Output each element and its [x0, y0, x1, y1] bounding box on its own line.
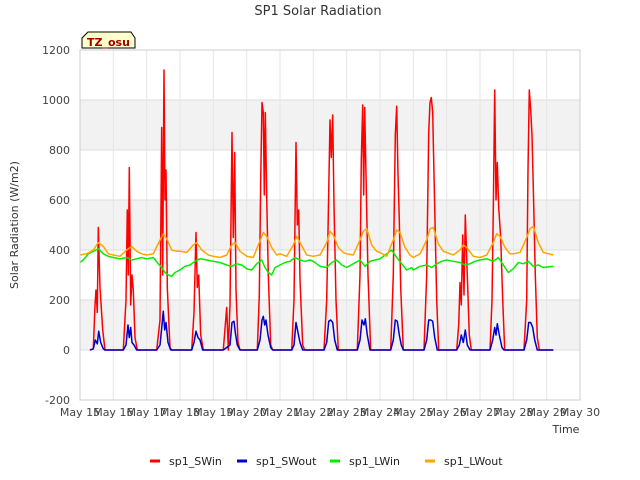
x-tick-label: May 28 [493, 406, 533, 419]
x-tick-label: May 29 [527, 406, 567, 419]
series-line-sp1_LWout [79, 225, 554, 259]
x-axis-label: Time [552, 423, 580, 436]
legend-label-sp1_SWout: sp1_SWout [256, 455, 317, 468]
x-tick-label: May 19 [193, 406, 233, 419]
chart-title: SP1 Solar Radiation [254, 4, 381, 19]
series-line-sp1_LWin [79, 248, 554, 278]
x-tick-label: May 22 [293, 406, 333, 419]
site-tag-label: TZ_osu [87, 36, 130, 49]
x-tick-label: May 16 [93, 406, 133, 419]
legend: sp1_SWin sp1_SWout sp1_LWin sp1_LWout [150, 455, 503, 468]
y-tick-label: 600 [49, 194, 70, 207]
x-tick-label: May 26 [427, 406, 467, 419]
plot-frame [79, 49, 581, 401]
series-line-sp1_SWout [89, 310, 554, 351]
x-tick-label: May 23 [327, 406, 367, 419]
y-tick-label: 0 [63, 344, 70, 357]
y-tick-label: 1200 [42, 44, 70, 57]
x-tick-label: May 18 [160, 406, 200, 419]
x-tick-label: May 25 [393, 406, 433, 419]
y-tick-label: 1000 [42, 94, 70, 107]
site-tag-box [81, 31, 136, 49]
site-tag: TZ_osu [81, 31, 136, 49]
y-tick-label: 800 [49, 144, 70, 157]
legend-label-sp1_SWin: sp1_SWin [169, 455, 222, 468]
x-tick-label: May 17 [127, 406, 167, 419]
y-tick-label: 200 [49, 294, 70, 307]
x-tick-label: May 20 [227, 406, 267, 419]
legend-label-sp1_LWout: sp1_LWout [444, 455, 503, 468]
series-lines [79, 69, 554, 351]
x-tick-label: May 21 [260, 406, 300, 419]
y-tick-label: 400 [49, 244, 70, 257]
x-tick-label: May 27 [460, 406, 500, 419]
x-tick-label: May 24 [360, 406, 400, 419]
legend-label-sp1_LWin: sp1_LWin [349, 455, 400, 468]
y-tick-label: -200 [45, 394, 70, 407]
y-axis-label: Solar Radiation (W/m2) [8, 161, 21, 289]
grid-band [80, 200, 580, 250]
x-tick-label: May 15 [60, 406, 100, 419]
x-tick-label: May 30 [560, 406, 600, 419]
